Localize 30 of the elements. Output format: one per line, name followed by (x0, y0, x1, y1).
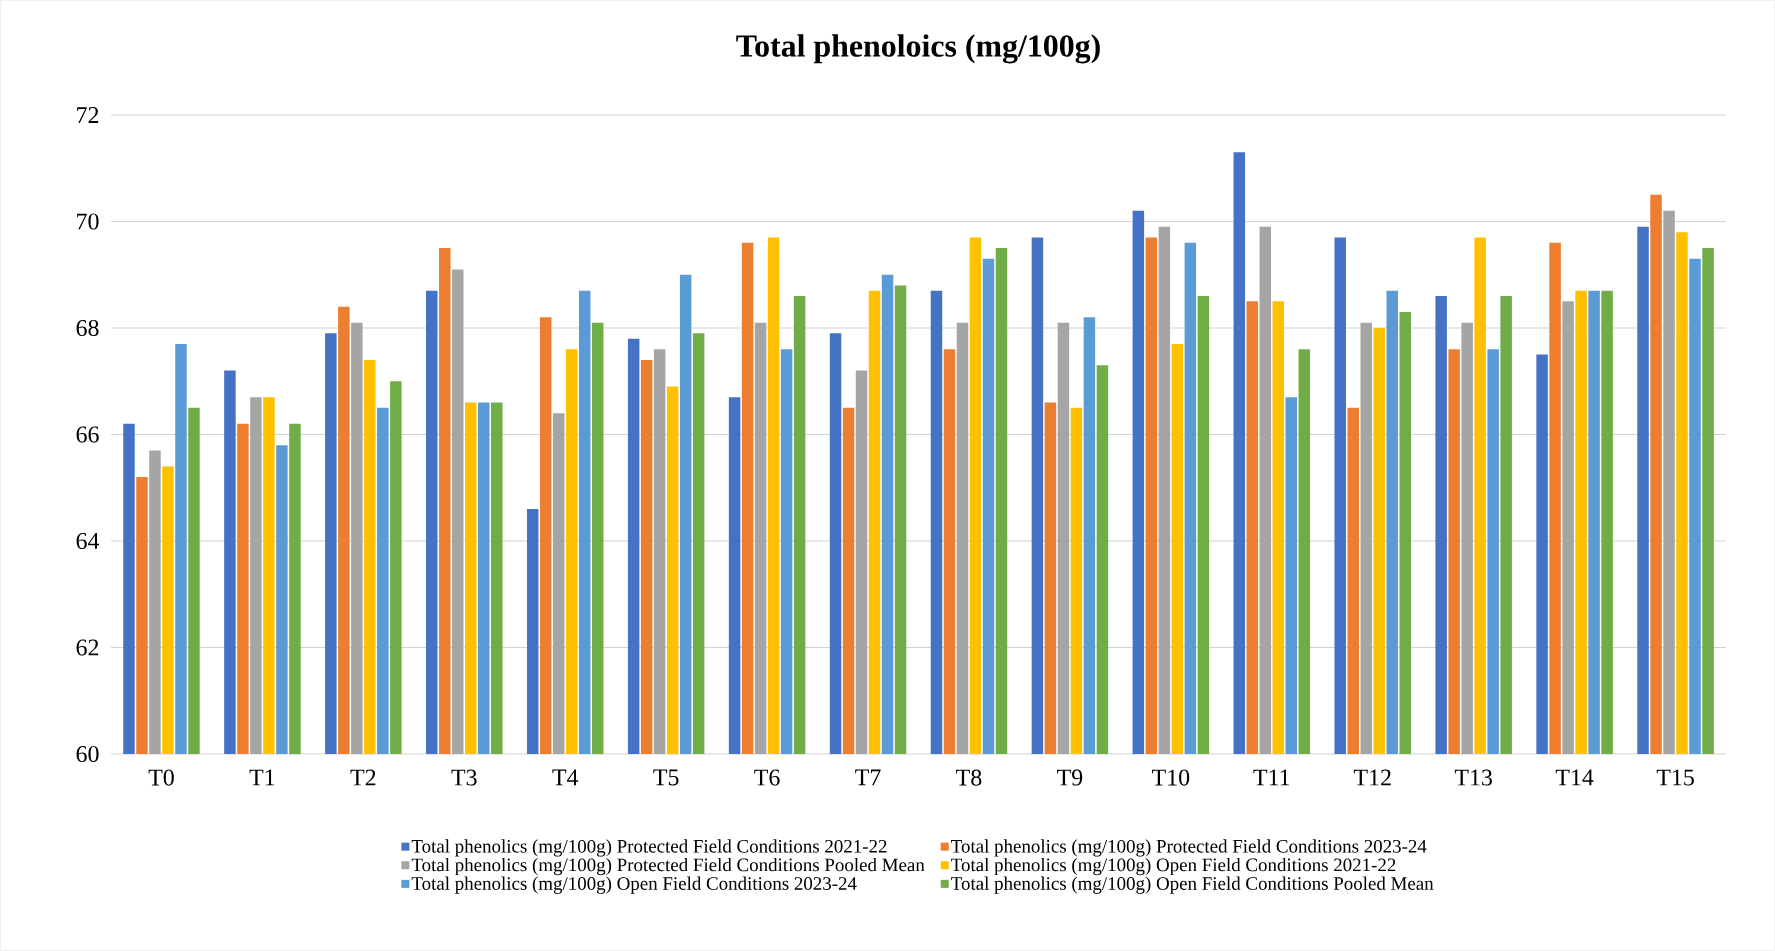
y-tick-label: 70 (77, 213, 99, 230)
x-tick-label: T6 (754, 769, 780, 786)
y-tick-label: 62 (76, 639, 99, 656)
chart-title: Total phenoloics (mg/100g) (736, 34, 1100, 64)
x-tick-label: T10 (1152, 769, 1190, 786)
x-tick-label: T12 (1353, 769, 1391, 786)
y-tick-label: 72 (77, 107, 99, 123)
x-tick-label: T4 (552, 769, 579, 786)
legend-label: Total phenolics (mg/100g) Protected Field Conditions 2021-22 (411, 839, 887, 857)
x-tick-label: T14 (1555, 769, 1594, 786)
legend-label: Total phenolics (mg/100g) Open Field Conditions 2021-22 (951, 857, 1396, 876)
x-tick-label: T9 (1057, 769, 1083, 786)
legend-label: Total phenolics (mg/100g) Protected Field Conditions Pooled Mean (411, 857, 925, 876)
x-tick-label: T1 (249, 769, 275, 786)
x-tick-label: T15 (1656, 769, 1694, 786)
x-tick-label: T3 (451, 769, 477, 786)
x-tick-label: T8 (956, 769, 982, 786)
legend-label: Total phenolics (mg/100g) Open Field Conditions 2023-24 (411, 876, 857, 894)
y-tick-label: 68 (76, 319, 99, 337)
y-tick-label: 60 (76, 745, 99, 763)
legend-label: Total phenolics (mg/100g) Protected Field Conditions 2023-24 (951, 839, 1427, 857)
x-tick-label: T7 (855, 769, 881, 786)
y-tick-label: 66 (76, 426, 99, 443)
x-tick-label: T2 (350, 769, 376, 786)
x-tick-label: T11 (1253, 769, 1290, 786)
x-tick-label: T13 (1454, 769, 1492, 786)
legend-label: Total phenolics (mg/100g) Open Field Conditions Pooled Mean (951, 876, 1434, 894)
y-tick-label: 64 (76, 532, 100, 550)
x-tick-label: T0 (148, 769, 174, 786)
x-tick-label: T5 (653, 769, 679, 786)
